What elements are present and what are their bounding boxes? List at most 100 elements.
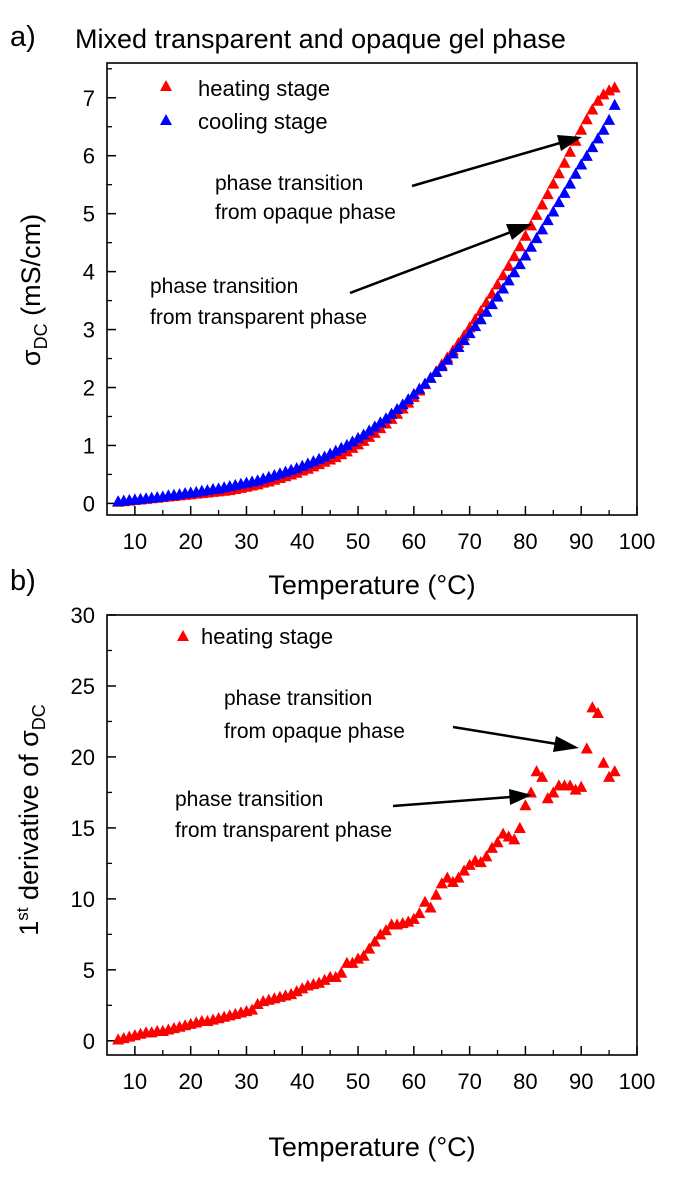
x-tick-label: 80 bbox=[513, 1069, 537, 1094]
panel-b-arrow-transparent-line bbox=[392, 795, 511, 808]
panel-b-annotation-opaque-line2: from opaque phase bbox=[224, 720, 405, 743]
panel-b-x-ticks: 10 20 30 40 50 60 70 80 90 100 bbox=[123, 1046, 656, 1094]
data-point bbox=[564, 779, 577, 791]
data-point bbox=[608, 765, 621, 777]
data-point bbox=[340, 445, 353, 457]
data-point bbox=[346, 956, 359, 968]
data-point bbox=[480, 850, 493, 862]
data-point bbox=[357, 949, 370, 961]
data-point bbox=[485, 841, 498, 853]
y-tick-label: 4 bbox=[83, 260, 95, 285]
data-point bbox=[575, 780, 588, 792]
data-point bbox=[608, 98, 621, 110]
data-point bbox=[324, 447, 337, 459]
data-point bbox=[285, 987, 298, 1000]
panel-a-annotation-transparent-line1: phase transition bbox=[150, 275, 298, 298]
data-point bbox=[430, 365, 443, 377]
x-tick-label: 30 bbox=[234, 1069, 258, 1094]
data-point bbox=[580, 149, 593, 161]
data-point bbox=[513, 258, 526, 270]
data-point bbox=[407, 912, 420, 924]
data-point bbox=[580, 113, 593, 125]
data-point bbox=[525, 219, 537, 231]
data-point bbox=[541, 187, 554, 200]
data-point bbox=[603, 113, 616, 125]
data-point bbox=[446, 875, 459, 887]
data-point bbox=[251, 997, 264, 1010]
x-tick-label: 90 bbox=[569, 1069, 593, 1094]
data-point bbox=[463, 327, 476, 339]
data-point bbox=[513, 240, 526, 252]
x-tick-label: 40 bbox=[290, 529, 314, 554]
data-point bbox=[368, 420, 381, 432]
data-point bbox=[318, 973, 331, 985]
data-point bbox=[530, 232, 543, 244]
legend-heating-marker bbox=[160, 80, 172, 91]
data-point bbox=[363, 942, 376, 954]
legend-cooling-marker bbox=[160, 114, 172, 125]
data-point bbox=[497, 282, 510, 294]
data-point bbox=[452, 871, 465, 883]
data-point bbox=[391, 402, 404, 415]
data-point bbox=[329, 451, 342, 463]
x-tick-label: 10 bbox=[123, 1069, 147, 1094]
data-point bbox=[558, 186, 571, 198]
panel-a-plot-frame bbox=[106, 62, 638, 516]
panel-b-annotation-opaque-line1: phase transition bbox=[224, 687, 372, 710]
data-point bbox=[525, 240, 537, 252]
panel-b-y-ticks: 0 5 10 15 20 25 30 bbox=[71, 603, 116, 1054]
y-tick-label: 25 bbox=[71, 674, 95, 699]
panel-a-arrow-opaque-line bbox=[411, 141, 561, 188]
x-tick-label: 80 bbox=[513, 529, 537, 554]
data-point bbox=[536, 198, 549, 210]
data-point bbox=[508, 266, 521, 278]
x-tick-label: 10 bbox=[123, 529, 147, 554]
y-tick-label: 7 bbox=[83, 86, 95, 111]
data-point bbox=[363, 424, 376, 436]
data-point bbox=[519, 799, 532, 811]
data-point bbox=[591, 706, 604, 719]
data-point bbox=[547, 786, 560, 798]
panel-b-heating-series bbox=[112, 701, 621, 1045]
y-tick-label: 5 bbox=[83, 202, 95, 227]
data-point bbox=[497, 269, 510, 281]
data-point bbox=[357, 428, 370, 440]
panel-a-cooling-series bbox=[112, 98, 621, 507]
panel-a-y-ticks: 0 1 2 3 4 5 6 7 bbox=[83, 68, 116, 516]
x-tick-label: 90 bbox=[569, 529, 593, 554]
panel-a-x-ticks: 10 20 30 40 50 60 70 80 90 100 bbox=[123, 506, 655, 554]
panel-b-arrow-opaque-line bbox=[452, 725, 558, 746]
data-point bbox=[597, 123, 610, 135]
panel-a-label: a) bbox=[10, 21, 36, 53]
panel-b-x-label: Temperature (°C) bbox=[268, 1132, 475, 1162]
x-tick-label: 100 bbox=[619, 1069, 656, 1094]
panel-a-annotation-transparent-line2: from transparent phase bbox=[150, 306, 367, 329]
data-point bbox=[586, 701, 599, 713]
data-point bbox=[519, 229, 532, 241]
data-point bbox=[352, 438, 365, 450]
data-point bbox=[413, 907, 426, 919]
x-tick-label: 50 bbox=[346, 529, 370, 554]
data-point bbox=[603, 84, 616, 96]
data-point bbox=[558, 156, 571, 168]
panel-b-annotation-transparent-line1: phase transition bbox=[175, 788, 323, 811]
data-point bbox=[536, 770, 549, 782]
data-point bbox=[374, 928, 387, 940]
data-point bbox=[603, 770, 616, 782]
data-point bbox=[491, 836, 504, 848]
data-point bbox=[608, 81, 621, 93]
y-tick-label: 30 bbox=[71, 603, 95, 628]
panel-b-annotation-transparent-line2: from transparent phase bbox=[175, 819, 392, 842]
data-point bbox=[580, 742, 593, 754]
data-point bbox=[352, 431, 365, 444]
y-tick-label: 6 bbox=[83, 144, 95, 169]
data-point bbox=[552, 196, 565, 208]
panel-b-label: b) bbox=[10, 565, 36, 597]
data-point bbox=[591, 94, 604, 106]
data-point bbox=[491, 290, 504, 302]
y-tick-label: 0 bbox=[83, 1029, 95, 1054]
data-point bbox=[541, 214, 554, 226]
data-point bbox=[491, 278, 504, 290]
y-tick-label: 15 bbox=[71, 816, 95, 841]
